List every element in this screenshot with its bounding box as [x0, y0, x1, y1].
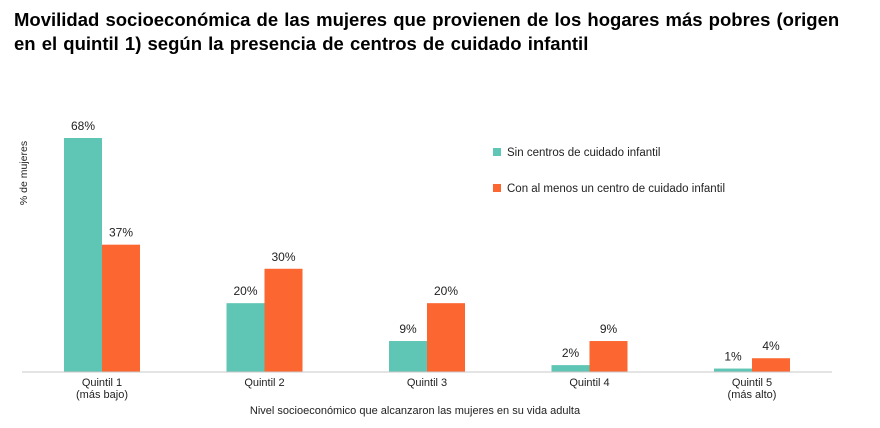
bar-series-2-2 — [264, 268, 303, 372]
bar-series-1-2 — [226, 303, 265, 372]
x-axis-title: Nivel socioeconómico que alcanzaron las … — [250, 405, 581, 417]
legend-label-1: Sin centros de cuidado infantil — [507, 147, 660, 159]
x-tick-label-4: Quintil 4 — [569, 377, 609, 389]
data-label-series-2-1: 37% — [109, 226, 133, 240]
data-label-series-1-5: 1% — [724, 350, 742, 364]
data-label-series-2-5: 4% — [762, 339, 780, 353]
bar-series-2-4 — [589, 341, 628, 372]
y-axis-label: % de mujeres — [18, 141, 30, 205]
legend-label-2: Con al menos un centro de cuidado infant… — [507, 183, 725, 195]
x-tick-label-5: Quintil 5 — [732, 377, 772, 389]
bar-series-2-1 — [102, 244, 140, 372]
bar-series-1-3 — [389, 341, 427, 372]
bar-series-1-4 — [551, 365, 590, 372]
data-label-series-2-4: 9% — [600, 322, 618, 336]
x-tick-label-5-line-2: (más alto) — [728, 389, 777, 401]
chart-title: Movilidad socioeconómica de las mujeres … — [14, 9, 840, 54]
x-tick-label-1-line-2: (más bajo) — [76, 389, 128, 401]
data-label-series-1-3: 9% — [399, 322, 417, 336]
data-label-series-2-3: 20% — [434, 284, 458, 298]
bar-series-1-5 — [714, 368, 752, 372]
x-tick-label-1: Quintil 1 — [82, 377, 122, 389]
legend-swatch-1 — [493, 148, 501, 156]
data-label-series-1-2: 20% — [233, 284, 257, 298]
x-tick-label-3: Quintil 3 — [407, 377, 447, 389]
legend-swatch-2 — [493, 184, 501, 192]
bar-series-2-5 — [752, 358, 790, 372]
bar-series-2-3 — [427, 303, 465, 372]
data-label-series-2-2: 30% — [271, 250, 295, 264]
data-label-series-1-4: 2% — [562, 346, 580, 360]
bar-series-1-1 — [64, 138, 102, 372]
data-label-series-1-1: 68% — [71, 119, 95, 133]
x-tick-label-2: Quintil 2 — [244, 377, 284, 389]
